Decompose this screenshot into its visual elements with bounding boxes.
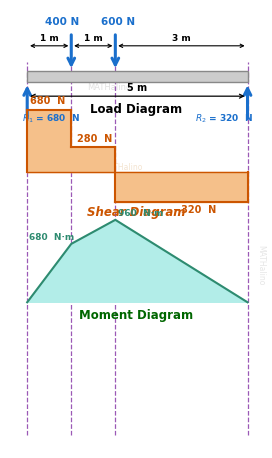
Text: 960  N·m: 960 N·m — [118, 208, 163, 218]
Text: Shear Diagram: Shear Diagram — [87, 206, 185, 219]
Text: 600 N: 600 N — [101, 17, 135, 27]
FancyBboxPatch shape — [27, 71, 248, 82]
Text: MATHalino: MATHalino — [87, 82, 131, 92]
Polygon shape — [27, 110, 71, 172]
Text: MATHalino: MATHalino — [256, 245, 266, 286]
Text: 1 m: 1 m — [40, 34, 58, 43]
Text: 1 m: 1 m — [84, 34, 103, 43]
Text: 400 N: 400 N — [45, 17, 79, 27]
Text: MATHalino: MATHalino — [102, 163, 143, 172]
Polygon shape — [71, 147, 115, 172]
Text: 680  N: 680 N — [30, 96, 65, 106]
Text: Moment Diagram: Moment Diagram — [79, 309, 193, 322]
Polygon shape — [115, 172, 248, 202]
Text: MATHalino: MATHalino — [102, 263, 143, 273]
Polygon shape — [27, 220, 248, 302]
Text: 5 m: 5 m — [127, 83, 147, 93]
Text: $R_2$ = 320  N: $R_2$ = 320 N — [195, 112, 253, 125]
Text: 280  N: 280 N — [77, 134, 112, 144]
Text: Load Diagram: Load Diagram — [90, 103, 182, 116]
Text: 680  N·m: 680 N·m — [29, 233, 74, 242]
Text: −320  N: −320 N — [173, 205, 216, 215]
Text: $R_1$ = 680  N: $R_1$ = 680 N — [22, 112, 80, 125]
Text: 3 m: 3 m — [172, 34, 191, 43]
